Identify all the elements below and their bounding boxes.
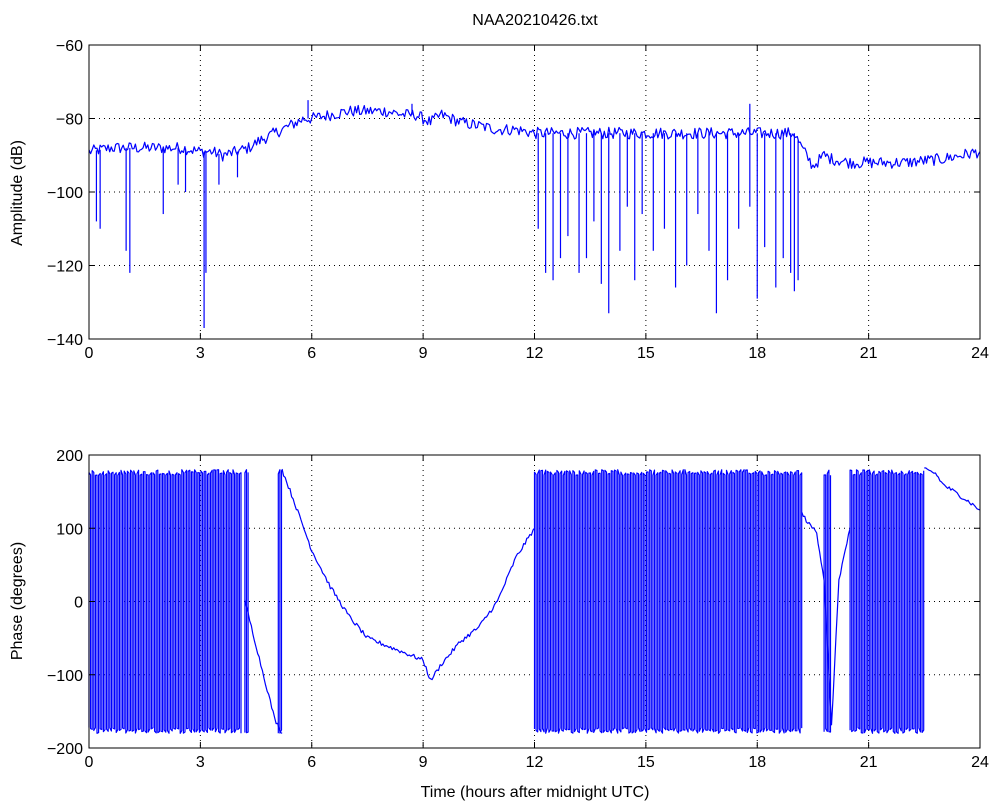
x-tick-label: 21	[860, 754, 878, 771]
y-tick-label: −100	[47, 668, 83, 685]
x-tick-label: 21	[860, 345, 878, 362]
y-tick-label: −80	[56, 112, 83, 129]
x-tick-label: 6	[307, 754, 316, 771]
x-tick-label: 3	[196, 754, 205, 771]
phase-wrap-band	[244, 469, 249, 734]
amplitude-ylabel: Amplitude (dB)	[9, 140, 26, 246]
x-tick-label: 3	[196, 345, 205, 362]
x-tick-label: 9	[419, 345, 428, 362]
y-tick-label: 200	[56, 448, 83, 465]
amplitude-trace	[88, 104, 981, 169]
y-tick-label: 0	[74, 595, 83, 612]
phase-wrap-band	[277, 469, 283, 734]
x-tick-label: 12	[526, 754, 544, 771]
chart-title: NAA20210426.txt	[472, 12, 598, 29]
phase-wrap-band	[849, 469, 925, 734]
x-tick-label: 9	[419, 754, 428, 771]
y-tick-label: 100	[56, 521, 83, 538]
phase-wrap-band	[88, 469, 242, 734]
x-tick-label: 24	[971, 345, 989, 362]
y-tick-label: −60	[56, 38, 83, 55]
y-tick-label: −140	[47, 332, 83, 349]
phase-trace	[924, 467, 981, 511]
phase-wrap-band	[823, 469, 832, 733]
y-tick-label: −200	[47, 741, 83, 758]
phase-ylabel: Phase (degrees)	[9, 542, 26, 660]
phase-trace	[244, 599, 283, 734]
phase-trace	[801, 511, 851, 726]
phase-trace	[281, 468, 535, 681]
x-tick-label: 15	[637, 754, 655, 771]
x-tick-label: 6	[307, 345, 316, 362]
x-tick-label: 12	[526, 345, 544, 362]
x-tick-label: 15	[637, 345, 655, 362]
y-tick-label: −100	[47, 185, 83, 202]
x-tick-label: 24	[971, 754, 989, 771]
amplitude-panel: Amplitude (dB) 0 3 6 9 12 15 18 21 24 −140 −120 −10…	[9, 38, 989, 362]
phase-panel: Phase (degrees) Time (hours after midnig…	[9, 448, 989, 801]
y-tick-label: −120	[47, 259, 83, 276]
phase-wrap-band	[533, 469, 803, 734]
x-tick-label: 18	[748, 345, 766, 362]
phase-xlabel: Time (hours after midnight UTC)	[421, 784, 650, 801]
x-tick-label: 0	[85, 345, 94, 362]
x-tick-label: 0	[85, 754, 94, 771]
x-tick-label: 18	[748, 754, 766, 771]
